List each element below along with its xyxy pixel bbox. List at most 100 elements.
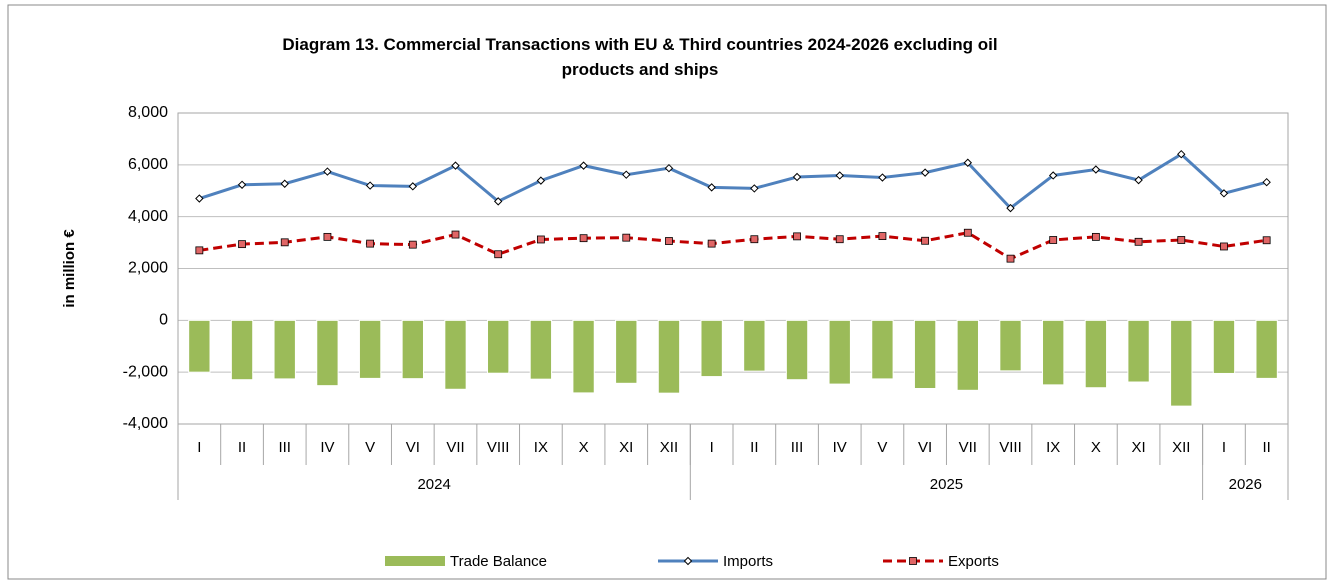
x-tick-label: V — [365, 439, 375, 456]
x-tick-label: VI — [918, 439, 932, 456]
y-tick-label: 0 — [159, 312, 168, 329]
bar — [572, 319, 595, 394]
point-marker — [1091, 165, 1101, 174]
point-marker — [963, 228, 972, 237]
point-marker — [1134, 237, 1143, 246]
point-marker — [579, 161, 588, 170]
x-group-label: 2025 — [930, 476, 963, 493]
x-tick-label: VI — [406, 439, 420, 456]
x-tick-label: X — [579, 439, 589, 456]
point-marker — [920, 168, 930, 177]
point-marker — [493, 197, 503, 206]
point-marker — [1091, 232, 1100, 241]
x-tick-label: I — [1222, 439, 1226, 456]
point-marker — [366, 239, 375, 248]
bar — [1170, 319, 1193, 407]
x-tick-label: VII — [959, 439, 977, 456]
bar — [401, 319, 424, 380]
x-tick-label: IX — [1046, 439, 1060, 456]
bar — [358, 319, 382, 379]
bar — [188, 319, 211, 373]
y-tick-label: -2,000 — [123, 363, 168, 380]
point-marker — [707, 239, 716, 248]
point-marker — [323, 232, 332, 241]
legend-label: Imports — [723, 553, 773, 570]
bar — [657, 319, 681, 394]
bar — [913, 319, 937, 389]
chart-title: Diagram 13. Commercial Transactions with… — [282, 35, 998, 79]
legend-label: Trade Balance — [450, 553, 547, 570]
point-marker — [878, 173, 887, 182]
point-marker — [280, 238, 289, 247]
bar — [316, 319, 339, 387]
point-marker — [1220, 242, 1228, 251]
point-marker — [195, 246, 204, 255]
x-tick-label: IX — [534, 439, 548, 456]
x-tick-label: I — [197, 439, 201, 456]
y-tick-label: 4,000 — [128, 208, 168, 225]
point-marker — [1177, 236, 1186, 244]
bar — [1212, 319, 1236, 374]
bar — [999, 319, 1022, 372]
line — [198, 152, 1268, 211]
x-tick-label: IV — [320, 439, 334, 456]
point-marker — [536, 176, 546, 185]
point-marker — [323, 167, 332, 176]
bar — [828, 319, 851, 385]
point-marker — [622, 170, 631, 179]
point-marker — [408, 240, 417, 249]
y-tick-label: -4,000 — [123, 415, 168, 432]
point-marker — [793, 232, 801, 241]
point-marker — [792, 172, 802, 182]
x-tick-label: XI — [1131, 439, 1145, 456]
legend-swatch — [385, 556, 445, 566]
point-marker — [835, 171, 844, 180]
bar — [785, 319, 809, 381]
point-marker — [622, 233, 631, 242]
x-tick-label: XII — [1172, 439, 1190, 456]
y-axis-label: in million € — [61, 229, 78, 308]
bar — [487, 319, 510, 374]
legend-marker — [683, 556, 693, 566]
point-marker — [195, 194, 204, 203]
x-group-label: 2024 — [417, 476, 450, 493]
point-marker — [1006, 203, 1015, 213]
bar — [956, 319, 979, 391]
x-tick-label: II — [750, 439, 758, 456]
point-marker — [921, 236, 930, 245]
point-marker — [878, 232, 887, 241]
point-marker — [750, 184, 759, 193]
point-marker — [494, 250, 503, 259]
point-marker — [280, 179, 289, 188]
x-tick-label: I — [710, 439, 714, 456]
bar — [743, 319, 766, 372]
x-tick-label: VII — [446, 439, 464, 456]
bar — [1084, 319, 1108, 389]
point-marker — [665, 237, 673, 245]
point-marker — [707, 183, 716, 192]
point-marker — [1219, 189, 1229, 198]
point-marker — [238, 240, 246, 249]
legend-marker — [909, 557, 917, 565]
bar — [1127, 319, 1150, 383]
y-tick-label: 2,000 — [128, 260, 168, 277]
x-tick-label: II — [1262, 439, 1270, 456]
y-tick-label: 8,000 — [128, 104, 168, 121]
point-marker — [963, 158, 973, 167]
chart-border — [7, 4, 1327, 580]
bar — [615, 319, 638, 384]
bar — [1255, 319, 1278, 379]
point-marker — [1262, 177, 1271, 187]
x-tick-label: X — [1091, 439, 1101, 456]
x-tick-label: V — [877, 439, 887, 456]
bar — [444, 319, 467, 390]
bar — [1042, 319, 1065, 386]
x-tick-label: VIII — [487, 439, 510, 456]
point-marker — [750, 235, 759, 244]
x-tick-label: III — [791, 439, 804, 456]
x-tick-label: II — [238, 439, 246, 456]
point-marker — [579, 234, 588, 243]
point-marker — [1134, 175, 1143, 185]
